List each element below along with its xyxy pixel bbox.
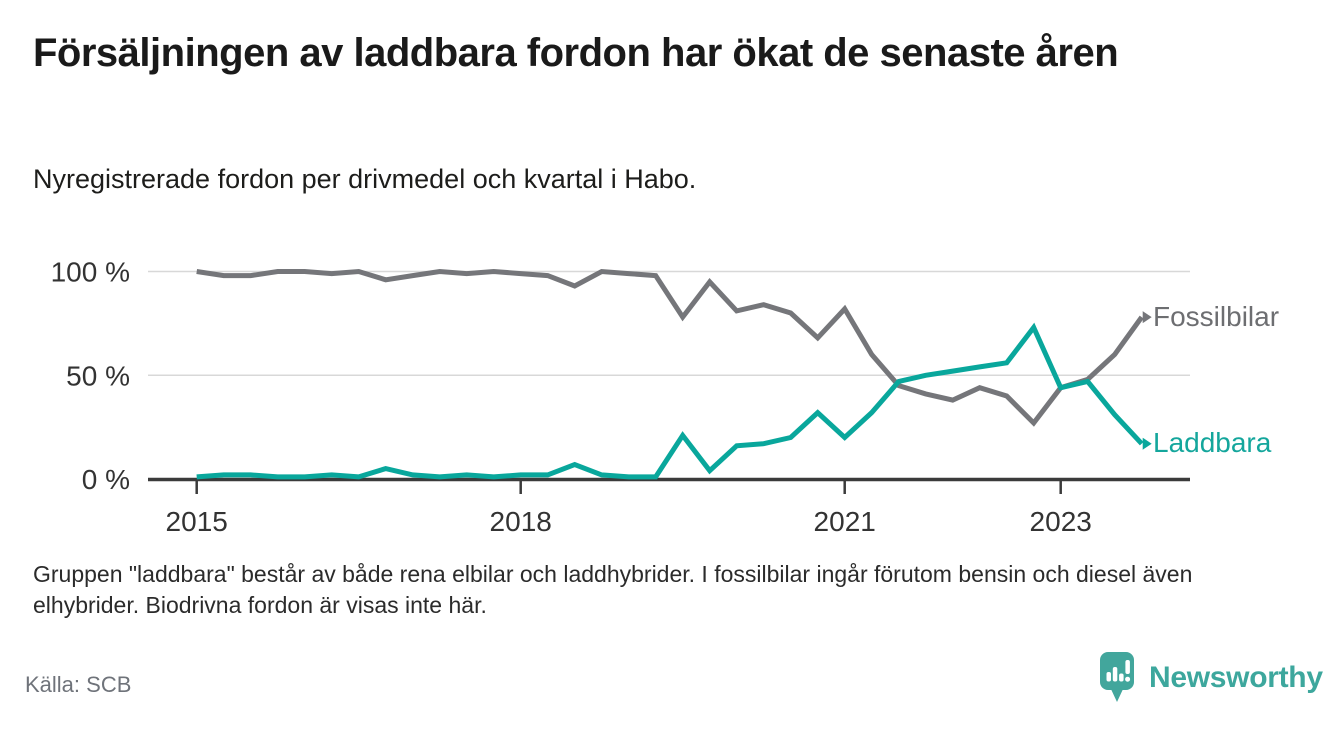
y-tick-label: 50 % bbox=[66, 360, 130, 391]
laddbara-line bbox=[196, 322, 1144, 480]
newsworthy-badge-icon bbox=[1100, 652, 1134, 702]
newsworthy-wordmark: Newsworthy bbox=[1149, 660, 1323, 694]
data-lines bbox=[196, 268, 1152, 480]
x-axis: 2015 2018 2021 2023 bbox=[148, 477, 1190, 537]
chart-footnote: Gruppen "laddbara" består av både rena e… bbox=[33, 561, 1193, 619]
fossilbilar-line bbox=[196, 268, 1144, 427]
fossilbilar-line-end-arrow bbox=[1142, 311, 1152, 324]
chart-subtitle: Nyregistrerade fordon per drivmedel och … bbox=[33, 164, 697, 194]
laddbara-series-label: Laddbara bbox=[1153, 427, 1272, 458]
newsworthy-logo: Newsworthy bbox=[1100, 652, 1323, 703]
gridlines: 100 % 50 % 0 % bbox=[51, 257, 1190, 495]
x-tick-label: 2015 bbox=[166, 506, 228, 537]
source-label: Källa: SCB bbox=[25, 672, 132, 697]
laddbara-line-end-arrow bbox=[1142, 437, 1152, 450]
x-tick-label: 2023 bbox=[1030, 506, 1092, 537]
x-tick-label: 2021 bbox=[814, 506, 876, 537]
y-tick-label: 0 % bbox=[82, 464, 130, 495]
page-title: Försäljningen av laddbara fordon har öka… bbox=[33, 31, 1119, 75]
y-tick-label: 100 % bbox=[51, 257, 130, 288]
x-tick-label: 2018 bbox=[490, 506, 552, 537]
fossilbilar-series-label: Fossilbilar bbox=[1153, 301, 1279, 332]
